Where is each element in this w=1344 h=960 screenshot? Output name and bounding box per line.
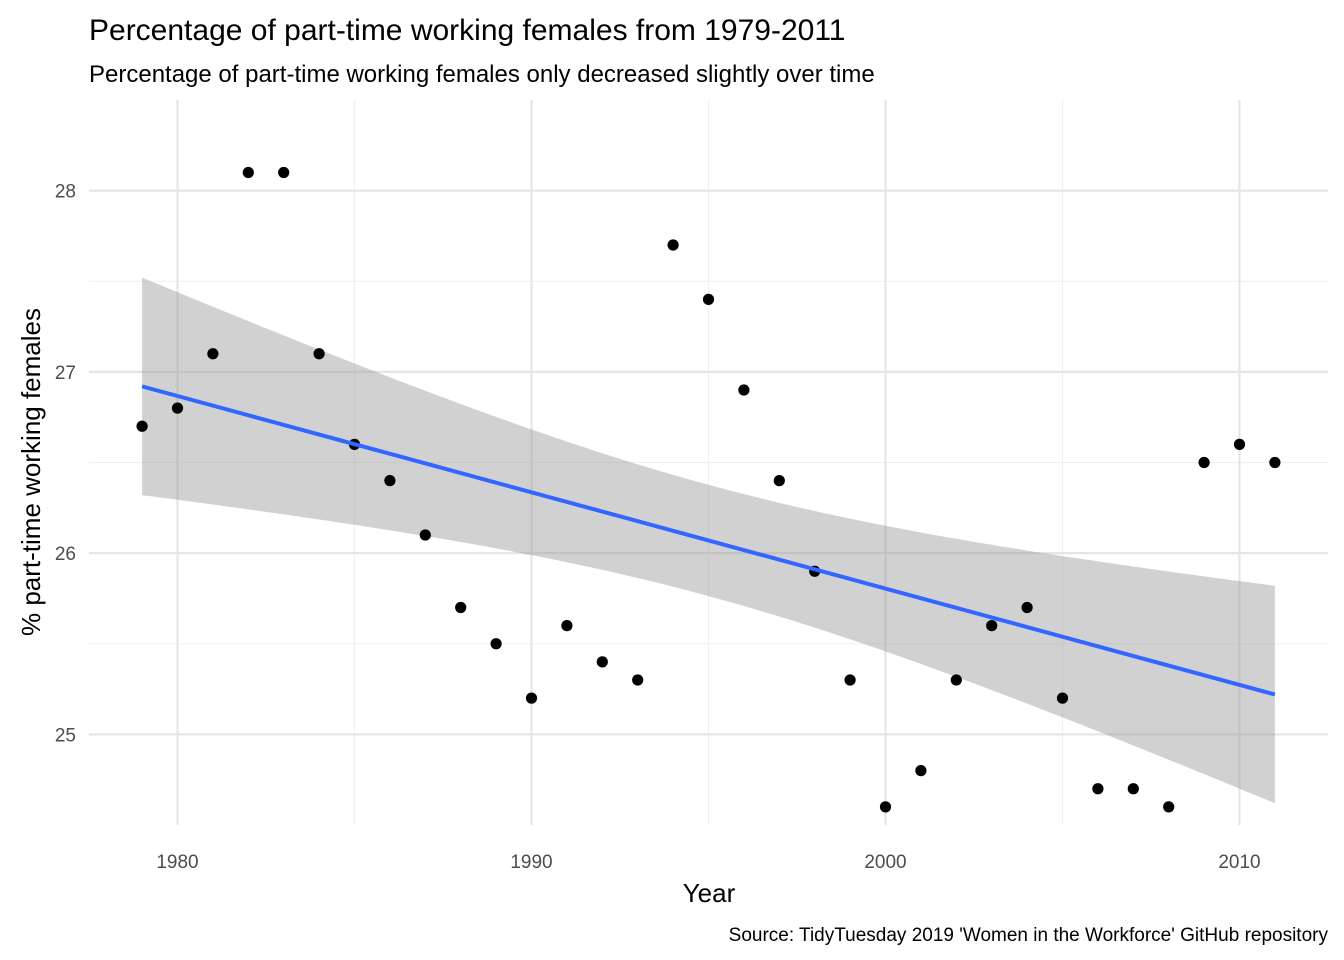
- data-point: [242, 166, 254, 179]
- plot-panel: [89, 100, 1328, 825]
- x-tick-label: 1980: [156, 852, 198, 873]
- major-gridlines: [89, 100, 1328, 825]
- data-point: [1269, 456, 1281, 469]
- data-point: [561, 620, 573, 632]
- data-point: [1198, 456, 1210, 469]
- y-tick-label: 26: [55, 544, 76, 565]
- data-point: [419, 529, 431, 541]
- data-point: [455, 601, 467, 614]
- data-point: [384, 475, 396, 487]
- data-point: [738, 384, 750, 396]
- x-tick-label: 1990: [510, 852, 552, 873]
- data-point: [667, 239, 679, 251]
- y-tick-label: 27: [55, 363, 76, 384]
- y-axis-title: % part-time working females: [16, 308, 46, 636]
- data-point: [1092, 783, 1104, 795]
- data-point: [844, 674, 856, 686]
- data-point: [525, 692, 538, 704]
- data-point: [1233, 438, 1246, 450]
- y-tick-label: 28: [55, 182, 76, 203]
- minor-gridlines: [89, 100, 1328, 825]
- data-point: [915, 765, 927, 777]
- data-point: [773, 475, 785, 487]
- x-tick-label: 2010: [1218, 852, 1260, 873]
- x-tick-label: 2000: [864, 852, 906, 873]
- data-point: [278, 166, 290, 179]
- data-point: [986, 620, 998, 632]
- x-axis-title: Year: [683, 878, 736, 908]
- data-point: [490, 638, 502, 650]
- data-point: [1163, 801, 1175, 813]
- data-point: [702, 293, 715, 305]
- data-point: [879, 801, 892, 813]
- data-point: [171, 402, 184, 414]
- chart-subtitle: Percentage of part-time working females …: [89, 61, 875, 88]
- trend-line: [141, 384, 1276, 697]
- data-point: [1056, 692, 1069, 704]
- data-point: [1127, 783, 1139, 795]
- data-point: [1021, 601, 1033, 614]
- x-axis-tick-labels: 1980 1990 2000 2010: [156, 852, 1260, 873]
- data-point: [950, 674, 962, 686]
- data-point: [313, 348, 325, 360]
- chart-caption: Source: TidyTuesday 2019 'Women in the W…: [729, 925, 1329, 946]
- data-point: [632, 674, 644, 686]
- data-point: [207, 348, 219, 360]
- y-axis-tick-labels: 25 26 27 28: [55, 182, 76, 747]
- y-tick-label: 25: [55, 725, 76, 746]
- data-point: [136, 420, 148, 432]
- chart-title: Percentage of part-time working females …: [89, 14, 846, 47]
- data-point: [596, 656, 608, 668]
